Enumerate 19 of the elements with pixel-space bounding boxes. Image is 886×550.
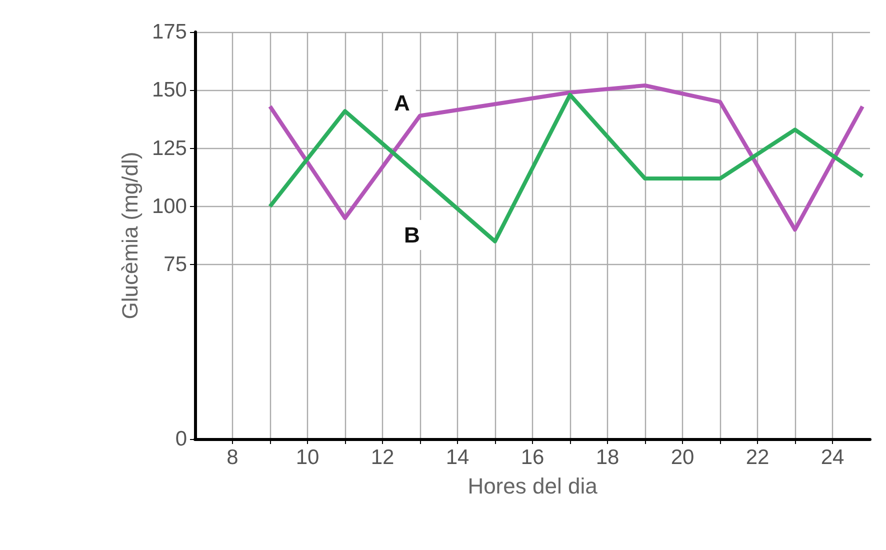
x-tick-label: 22: [746, 446, 770, 469]
y-tick-label: 75: [164, 253, 187, 276]
y-tick-label: 125: [152, 136, 187, 160]
x-tick-label: 24: [820, 446, 844, 469]
y-tick-label: 150: [152, 78, 187, 102]
x-tick-label: 8: [226, 446, 238, 469]
x-tick-label: 12: [370, 446, 394, 469]
y-axis-title: Glucèmia (mg/dl): [118, 152, 143, 320]
x-tick-label: 10: [296, 446, 320, 469]
y-tick-label: 175: [152, 20, 187, 44]
series-label: B: [404, 222, 420, 248]
x-tick-label: 14: [446, 446, 470, 469]
y-tick-label: 100: [152, 194, 187, 218]
x-tick-label: 20: [670, 446, 694, 469]
series-label: A: [394, 90, 410, 116]
x-tick-label: 16: [520, 446, 544, 469]
x-axis-title: Hores del dia: [468, 474, 598, 498]
x-tick-label: 18: [596, 446, 620, 469]
y-tick-label: 0: [175, 428, 187, 450]
